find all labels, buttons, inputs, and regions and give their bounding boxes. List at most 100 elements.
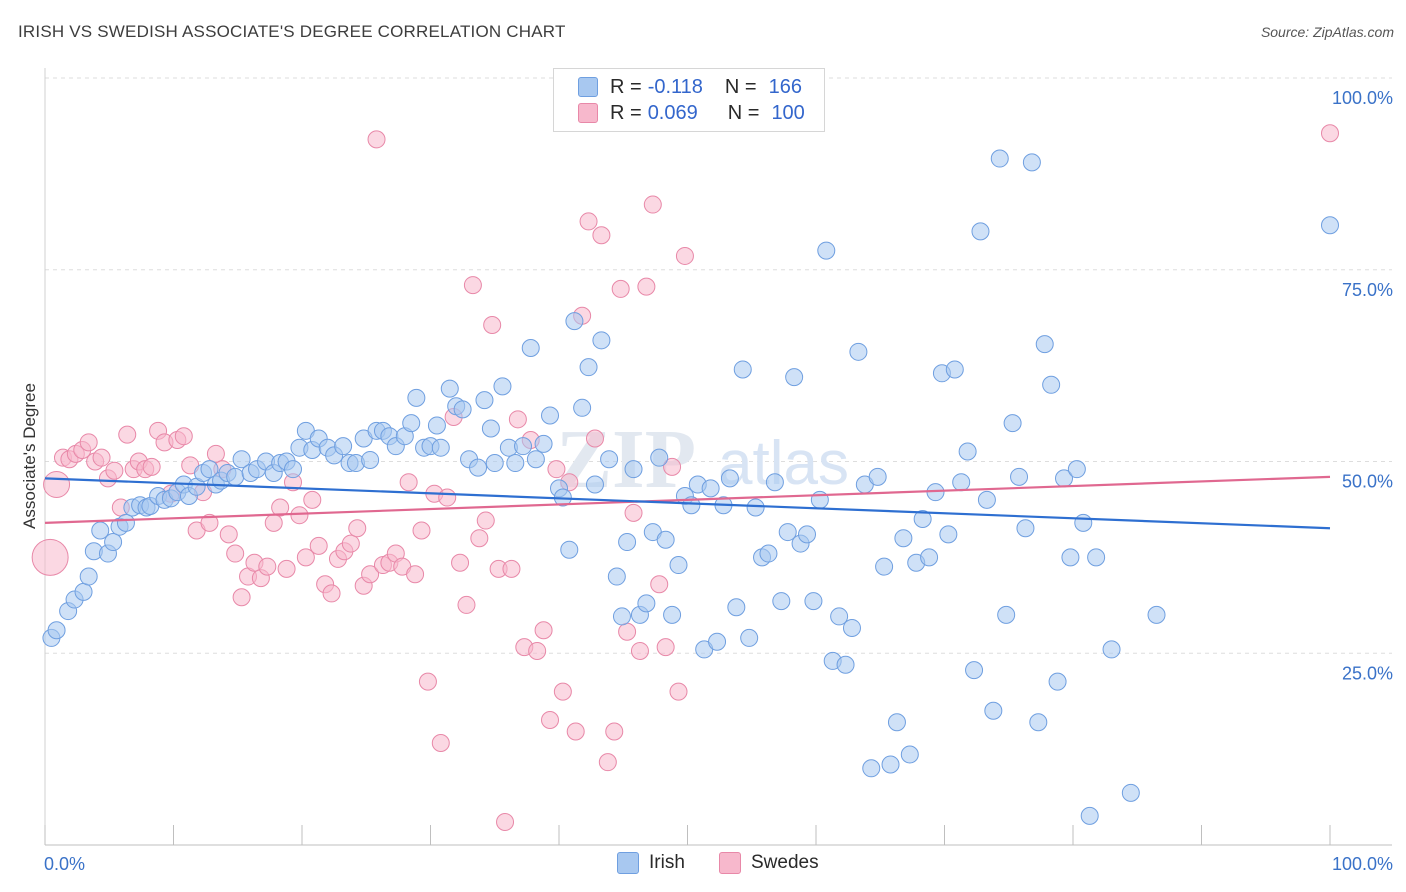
swedes-point: [174, 427, 193, 446]
swedes-point: [142, 457, 161, 476]
irish-point: [453, 400, 472, 419]
irish-point: [1022, 153, 1041, 172]
swedes-point: [502, 559, 521, 578]
swedes-point: [605, 722, 624, 741]
swedes-point: [277, 559, 296, 578]
swedes-point: [367, 130, 386, 149]
irish-point: [74, 582, 93, 601]
irish-point: [475, 391, 494, 410]
irish-point: [984, 701, 1003, 720]
swedes-point: [566, 722, 585, 741]
swedes-point: [643, 195, 662, 214]
irish-point: [592, 331, 611, 350]
irish-point: [887, 713, 906, 732]
swedes-point: [200, 513, 219, 532]
swedes-point: [528, 641, 547, 660]
irish-n-value: 166: [768, 75, 802, 98]
irish-point: [573, 398, 592, 417]
irish-point: [945, 360, 964, 379]
irish-point: [284, 460, 303, 479]
irish-point: [785, 368, 804, 387]
irish-point: [881, 755, 900, 774]
y-tick-label: 75.0%: [1342, 280, 1393, 300]
swedes-point: [79, 433, 98, 452]
irish-point: [772, 592, 791, 611]
swedes-legend-swatch: [719, 852, 741, 874]
irish-point: [1074, 513, 1093, 532]
swedes-point: [618, 622, 637, 641]
irish-point: [920, 548, 939, 567]
irish-point: [997, 605, 1016, 624]
legend-item-swedes[interactable]: Swedes: [719, 852, 819, 874]
irish-point: [875, 557, 894, 576]
swedes-point: [463, 276, 482, 295]
irish-point: [733, 360, 752, 379]
irish-point: [650, 448, 669, 467]
irish-r-label: R =: [610, 75, 642, 98]
irish-point: [759, 544, 778, 563]
swedes-point: [476, 511, 495, 530]
irish-point: [361, 450, 380, 469]
swedes-r-value: 0.069: [647, 101, 698, 124]
swedes-point: [309, 536, 328, 555]
swedes-point: [553, 682, 572, 701]
legend-row-swedes: R = 0.069 N = 100: [578, 100, 805, 126]
swedes-point: [611, 279, 630, 298]
irish-point: [485, 454, 504, 473]
swedes-point: [92, 448, 111, 467]
irish-point: [656, 530, 675, 549]
irish-point: [200, 460, 219, 479]
irish-point: [682, 496, 701, 515]
irish-point: [526, 450, 545, 469]
swedes-point: [438, 488, 457, 507]
irish-point: [842, 618, 861, 637]
irish-point: [1016, 519, 1035, 538]
irish-point: [47, 621, 66, 640]
irish-point: [600, 450, 619, 469]
irish-point: [427, 416, 446, 435]
irish-point: [817, 241, 836, 260]
irish-point: [1321, 216, 1339, 235]
swedes-point: [451, 553, 470, 572]
swedes-n-label: N =: [727, 101, 760, 124]
irish-point: [798, 525, 817, 544]
swedes-point: [547, 460, 566, 479]
irish-point: [637, 594, 656, 613]
swedes-point: [105, 461, 124, 480]
swedes-point: [264, 513, 283, 532]
swedes-r-label: R =: [610, 101, 642, 124]
irish-point: [849, 342, 868, 361]
irish-point: [958, 442, 977, 461]
swedes-point: [1321, 124, 1339, 143]
swedes-trend-line: [44, 475, 1331, 524]
irish-point: [701, 479, 720, 498]
swedes-point: [258, 557, 277, 576]
swedes-point: [496, 812, 515, 831]
irish-point: [624, 460, 643, 479]
irish-point: [1121, 783, 1140, 802]
irish-point: [493, 377, 512, 396]
swedes-point: [592, 226, 611, 245]
x-tick-label-max: 100.0%: [1332, 854, 1393, 874]
irish-points: [42, 149, 1339, 825]
irish-point: [669, 556, 688, 575]
irish-point: [618, 533, 637, 552]
irish-point: [579, 358, 598, 377]
irish-point: [79, 567, 98, 586]
swedes-point: [348, 519, 367, 538]
irish-point: [585, 475, 604, 494]
legend-item-irish[interactable]: Irish: [617, 852, 685, 874]
irish-point: [116, 513, 135, 532]
swedes-point: [361, 565, 380, 584]
swedes-point: [508, 410, 527, 429]
irish-point: [91, 521, 110, 540]
chart-title: IRISH VS SWEDISH ASSOCIATE'S DEGREE CORR…: [18, 22, 566, 41]
irish-point: [407, 388, 426, 407]
watermark-atlas: atlas: [718, 429, 849, 498]
irish-point: [1048, 672, 1067, 691]
swedes-point: [656, 638, 675, 657]
irish-point: [965, 661, 984, 680]
irish-point: [1067, 460, 1086, 479]
irish-point: [894, 529, 913, 548]
